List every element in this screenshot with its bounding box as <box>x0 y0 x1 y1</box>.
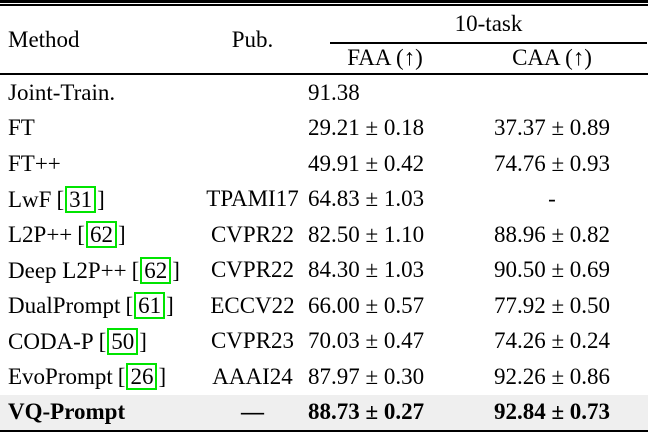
citation-link[interactable]: [61] <box>125 292 174 320</box>
caa-cell: 74.76 ± 0.93 <box>493 150 611 176</box>
citation-box: 61 <box>134 292 166 320</box>
top-rule-gap <box>0 3 648 4</box>
method-cell: LwF[31] <box>0 185 205 213</box>
header-faa: FAA (↑) <box>347 45 423 71</box>
citation-close-bracket: ] <box>117 222 126 248</box>
pub-cell: CVPR22 <box>210 221 295 247</box>
pub-cell: AAAI24 <box>212 363 293 389</box>
table-row: L2P++[62] CVPR22 82.50 ± 1.10 88.96 ± 0.… <box>0 217 648 253</box>
faa-cell: 88.73 ± 0.27 <box>308 399 425 425</box>
citation-close-bracket: ] <box>172 257 180 283</box>
faa-cell: 29.21 ± 0.18 <box>308 115 425 141</box>
pub-cell: CVPR23 <box>210 328 295 354</box>
citation-link[interactable]: [26] <box>117 363 167 391</box>
table-row: Joint-Train.[] 91.38 <box>0 75 648 111</box>
method-name: Deep L2P++ <box>8 257 127 283</box>
citation-link[interactable]: [62] <box>77 221 126 249</box>
table-row: Deep L2P++[62] CVPR22 84.30 ± 1.03 90.50… <box>0 253 648 289</box>
method-name: CODA-P <box>8 328 94 354</box>
table-row: LwF[31] TPAMI17 64.83 ± 1.03 - <box>0 182 648 218</box>
table-row: CODA-P[50] CVPR23 70.03 ± 0.47 74.26 ± 0… <box>0 324 648 360</box>
caa-cell: - <box>548 186 556 212</box>
table-header: Method Pub. 10-task FAA (↑) CAA (↑) <box>0 6 648 73</box>
header-bottom-rule <box>0 73 648 75</box>
citation-close-bracket: ] <box>139 328 147 354</box>
faa-cell: 64.83 ± 1.03 <box>308 186 425 212</box>
method-cell: DualPrompt[61] <box>0 292 205 320</box>
table-row: FT++[] 49.91 ± 0.42 74.76 ± 0.93 <box>0 146 648 182</box>
method-cell: VQ-Prompt[] <box>0 399 205 425</box>
caa-cell: 37.37 ± 0.89 <box>493 115 611 141</box>
citation-open-bracket: [ <box>117 364 126 390</box>
method-cell: EvoPrompt[26] <box>0 363 205 391</box>
caa-cell: 90.50 ± 0.69 <box>493 257 611 283</box>
faa-cell: 82.50 ± 1.10 <box>308 221 425 247</box>
method-name: L2P++ <box>8 222 73 248</box>
top-rule-thin <box>0 4 648 6</box>
caa-cell: 74.26 ± 0.24 <box>493 328 611 354</box>
citation-box: 26 <box>126 363 158 391</box>
method-cell: FT[] <box>0 115 205 141</box>
caa-cell: 92.84 ± 0.73 <box>493 399 611 425</box>
pub-cell: TPAMI17 <box>206 186 299 212</box>
table-body: Joint-Train.[] 91.38 FT[] 29.21 ± 0.18 3… <box>0 75 648 430</box>
top-rule-thick <box>0 0 648 3</box>
faa-cell: 87.97 ± 0.30 <box>308 363 425 389</box>
citation-box: 62 <box>140 256 172 284</box>
caa-cell: 92.26 ± 0.86 <box>493 363 611 389</box>
faa-cell: 66.00 ± 0.57 <box>308 292 425 318</box>
citation-box: 62 <box>85 221 117 249</box>
pub-cell: — <box>241 399 264 425</box>
header-method: Method <box>8 26 80 52</box>
method-cell: FT++[] <box>0 151 205 177</box>
citation-box: 50 <box>107 327 139 355</box>
citation-link[interactable]: [62] <box>131 256 180 284</box>
table-row: FT[] 29.21 ± 0.18 37.37 ± 0.89 <box>0 111 648 147</box>
citation-open-bracket: [ <box>77 222 85 248</box>
method-cell: Joint-Train.[] <box>0 80 205 106</box>
method-name: VQ-Prompt <box>8 399 126 425</box>
table-row-vq-prompt: VQ-Prompt[] — 88.73 ± 0.27 92.84 ± 0.73 <box>0 394 648 430</box>
citation-box: 31 <box>65 185 97 213</box>
table-row: DualPrompt[61] ECCV22 66.00 ± 0.57 77.92… <box>0 288 648 324</box>
header-group-10-task: 10-task <box>454 11 523 36</box>
citation-link[interactable]: [50] <box>98 327 147 355</box>
citation-open-bracket: [ <box>98 328 107 354</box>
method-name: EvoPrompt <box>8 364 113 390</box>
caa-cell: 77.92 ± 0.50 <box>493 292 611 318</box>
citation-open-bracket: [ <box>125 293 134 319</box>
caa-cell: 88.96 ± 0.82 <box>493 221 611 247</box>
pub-cell: CVPR22 <box>210 257 295 283</box>
method-cell: CODA-P[50] <box>0 327 205 355</box>
method-name: Joint-Train. <box>8 79 116 105</box>
method-name: FT <box>8 115 35 141</box>
table-row: EvoPrompt[26] AAAI24 87.97 ± 0.30 92.26 … <box>0 359 648 395</box>
method-name: FT++ <box>8 150 61 176</box>
method-name: LwF <box>8 186 52 212</box>
method-name: DualPrompt <box>8 293 121 319</box>
faa-cell: 84.30 ± 1.03 <box>308 257 425 283</box>
method-cell: Deep L2P++[62] <box>0 256 205 284</box>
header-caa: CAA (↑) <box>512 45 592 71</box>
faa-cell: 49.91 ± 0.42 <box>308 150 425 176</box>
citation-open-bracket: [ <box>56 186 65 212</box>
citation-close-bracket: ] <box>97 186 105 212</box>
header-pub: Pub. <box>231 26 274 52</box>
pub-cell: ECCV22 <box>210 292 295 318</box>
citation-open-bracket: [ <box>131 257 140 283</box>
cmidrule <box>330 42 647 44</box>
citation-link[interactable]: [31] <box>56 185 105 213</box>
citation-close-bracket: ] <box>166 293 174 319</box>
method-cell: L2P++[62] <box>0 221 205 249</box>
citation-close-bracket: ] <box>158 364 167 390</box>
faa-cell: 91.38 <box>308 79 360 105</box>
bottom-rule <box>0 430 648 432</box>
faa-cell: 70.03 ± 0.47 <box>308 328 425 354</box>
